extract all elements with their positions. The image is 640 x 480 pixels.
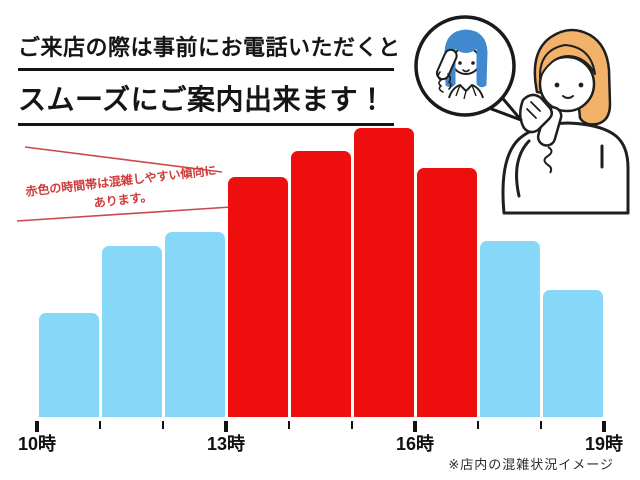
x-tick-label-19: 19時 (584, 434, 624, 454)
bar-15時 (353, 128, 414, 417)
headline-line1: ご来店の際は事前にお電話いただくと (18, 30, 400, 71)
x-tick-label-16: 16時 (395, 434, 435, 454)
bar-12時 (164, 232, 225, 417)
headline-line2: スムーズにご案内出来ます！ (18, 71, 394, 126)
bar-13時 (227, 177, 288, 417)
x-tick-label-10: 10時 (17, 434, 57, 454)
x-tick-label-13: 13時 (206, 434, 246, 454)
axis-tick-major (35, 421, 39, 432)
bar-11時 (101, 246, 162, 417)
bar-16時 (416, 168, 477, 417)
bar-18時 (542, 290, 603, 417)
axis-tick-minor (288, 421, 290, 429)
axis-tick-major (413, 421, 417, 432)
axis-tick-major (602, 421, 606, 432)
axis-tick-minor (540, 421, 542, 429)
axis-tick-minor (99, 421, 101, 429)
bar-14時 (290, 151, 351, 417)
axis-tick-minor (351, 421, 353, 429)
bar-10時 (38, 313, 99, 417)
axis-tick-minor (477, 421, 479, 429)
footnote: ※店内の混雑状況イメージ (448, 457, 614, 472)
bar-17時 (479, 241, 540, 417)
axis-tick-major (224, 421, 228, 432)
axis-tick-minor (162, 421, 164, 429)
headline: ご来店の際は事前にお電話いただくと スムーズにご案内出来ます！ (18, 30, 400, 126)
